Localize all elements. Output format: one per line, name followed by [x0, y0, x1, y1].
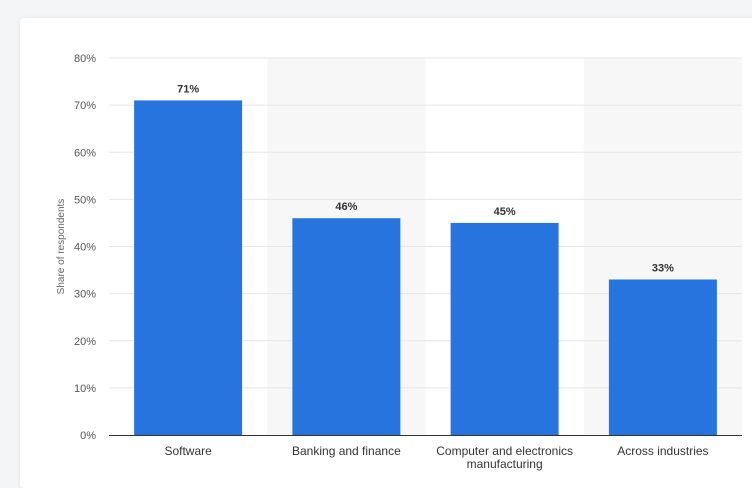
category-label: Across industries — [617, 444, 708, 458]
y-tick-label: 10% — [74, 383, 96, 395]
data-labels: 71% 46% 45% 33% — [177, 83, 674, 274]
y-tick-label: 50% — [74, 194, 96, 206]
y-tick-label: 0% — [80, 430, 96, 442]
y-tick-label: 70% — [74, 100, 96, 112]
y-axis-title: Share of respondents — [56, 199, 67, 295]
y-tick-label: 30% — [74, 289, 96, 301]
data-label: 33% — [652, 262, 674, 274]
bars — [134, 100, 717, 435]
y-tick-label: 60% — [74, 147, 96, 159]
y-tick-label: 20% — [74, 336, 96, 348]
y-tick-label: 40% — [74, 242, 96, 254]
bar[interactable] — [134, 100, 243, 435]
bar[interactable] — [292, 218, 401, 435]
data-label: 46% — [335, 201, 357, 213]
category-label: Banking and finance — [292, 444, 401, 458]
y-tick-label: 80% — [74, 53, 96, 65]
bar[interactable] — [608, 279, 717, 435]
x-axis-categories: Software Banking and finance Computer and … — [164, 444, 708, 471]
bar-chart: 0%10%20%30%40%50%60%70%80% 71%46% 45%33% … — [56, 53, 742, 471]
data-label: 71% — [177, 83, 199, 95]
category-label: Computer and electronics manufacturing — [436, 444, 573, 471]
y-axis-ticks: 0% 10% 20% 30% 40% 50% 60% 70% 80% — [74, 53, 96, 442]
bar[interactable] — [450, 222, 559, 435]
category-label: Software — [164, 444, 212, 458]
data-label: 45% — [494, 206, 516, 218]
